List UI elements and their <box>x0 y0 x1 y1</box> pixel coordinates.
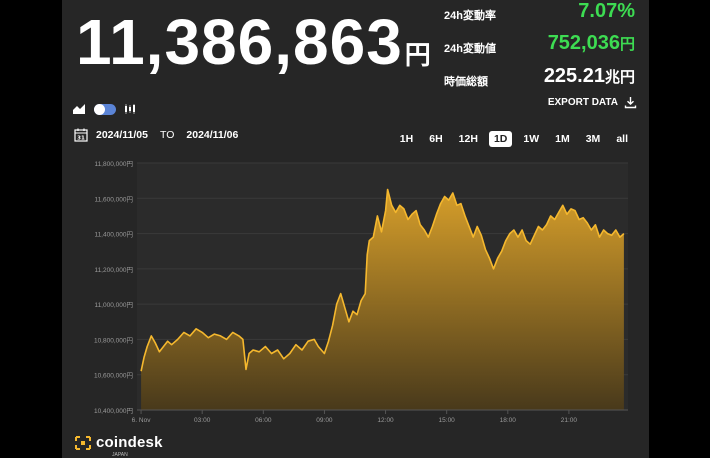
change-amount-label: 24h変動値 <box>444 43 496 55</box>
price-area-chart: 10,400,000円 10,600,000円 10,800,000円 11,000,… <box>94 160 628 424</box>
change-rate-value: 7.07% <box>578 0 635 22</box>
range-selector: 1H 6H 12H 1D 1W 1M 3M all <box>395 131 633 147</box>
x-tick-label: 21:00 <box>561 417 578 424</box>
calendar-icon[interactable]: 31 <box>74 128 88 142</box>
date-from[interactable]: 2024/11/05 <box>96 129 148 141</box>
calendar-day: 31 <box>77 136 85 142</box>
x-tick-label: 18:00 <box>500 417 517 424</box>
download-icon <box>624 97 637 109</box>
range-button-3m[interactable]: 3M <box>585 133 601 145</box>
chart-panel: 11,386,863円 24h変動率 7.07% 24h変動値 752,036円… <box>62 0 649 458</box>
y-tick-label: 11,000,000円 <box>94 301 133 309</box>
x-tick-label: 6. Nov <box>132 417 152 424</box>
date-range: 31 2024/11/05 TO 2024/11/06 <box>74 128 238 142</box>
chart-type-tools <box>72 101 136 117</box>
y-tick-label: 10,800,000円 <box>94 336 133 344</box>
export-data-label: EXPORT DATA <box>547 97 618 108</box>
brand-logo: coindesk JAPAN <box>74 434 163 458</box>
range-button-12h[interactable]: 12H <box>458 133 478 145</box>
y-tick-label: 11,600,000円 <box>94 195 133 203</box>
area-chart-icon[interactable] <box>72 103 86 115</box>
date-to[interactable]: 2024/11/06 <box>186 129 239 141</box>
change-amount-value: 752,036円 <box>547 32 635 54</box>
price-line <box>140 188 625 372</box>
range-button-1d[interactable]: 1D <box>488 131 513 147</box>
brand-name: coindesk <box>96 434 163 451</box>
x-tick-label: 06:00 <box>255 417 272 424</box>
x-tick-label: 03:00 <box>194 417 211 424</box>
x-tick-label: 12:00 <box>377 417 394 424</box>
export-data-button[interactable]: EXPORT DATA <box>548 96 637 109</box>
y-tick-label: 10,400,000円 <box>94 407 133 415</box>
range-button-1w[interactable]: 1W <box>523 133 540 145</box>
change-rate-label: 24h変動率 <box>444 10 496 22</box>
market-cap-value: 225.21兆円 <box>543 65 635 87</box>
chart-type-toggle[interactable] <box>94 103 116 115</box>
x-tick-label: 09:00 <box>316 417 333 424</box>
price-value: 11,386,863 <box>76 6 403 78</box>
price-area <box>141 189 624 410</box>
range-button-all[interactable]: all <box>616 133 628 145</box>
price-unit: 円 <box>404 40 432 70</box>
range-button-1h[interactable]: 1H <box>399 133 414 145</box>
market-cap-label: 時価総額 <box>444 76 488 88</box>
toggle-knob <box>94 103 105 115</box>
date-to-label: TO <box>159 129 175 141</box>
current-price: 11,386,863円 <box>76 6 432 91</box>
y-tick-label: 11,200,000円 <box>94 266 133 274</box>
y-tick-label: 10,600,000円 <box>94 372 133 380</box>
range-button-1m[interactable]: 1M <box>555 133 570 145</box>
y-tick-label: 11,400,000円 <box>94 231 133 239</box>
x-tick-label: 15:00 <box>439 417 456 424</box>
candlestick-icon[interactable] <box>124 103 136 115</box>
brand-sub: JAPAN <box>112 452 128 458</box>
coindesk-logo-icon <box>75 435 91 450</box>
range-button-6h[interactable]: 6H <box>429 133 443 145</box>
y-tick-label: 11,800,000円 <box>94 160 133 168</box>
